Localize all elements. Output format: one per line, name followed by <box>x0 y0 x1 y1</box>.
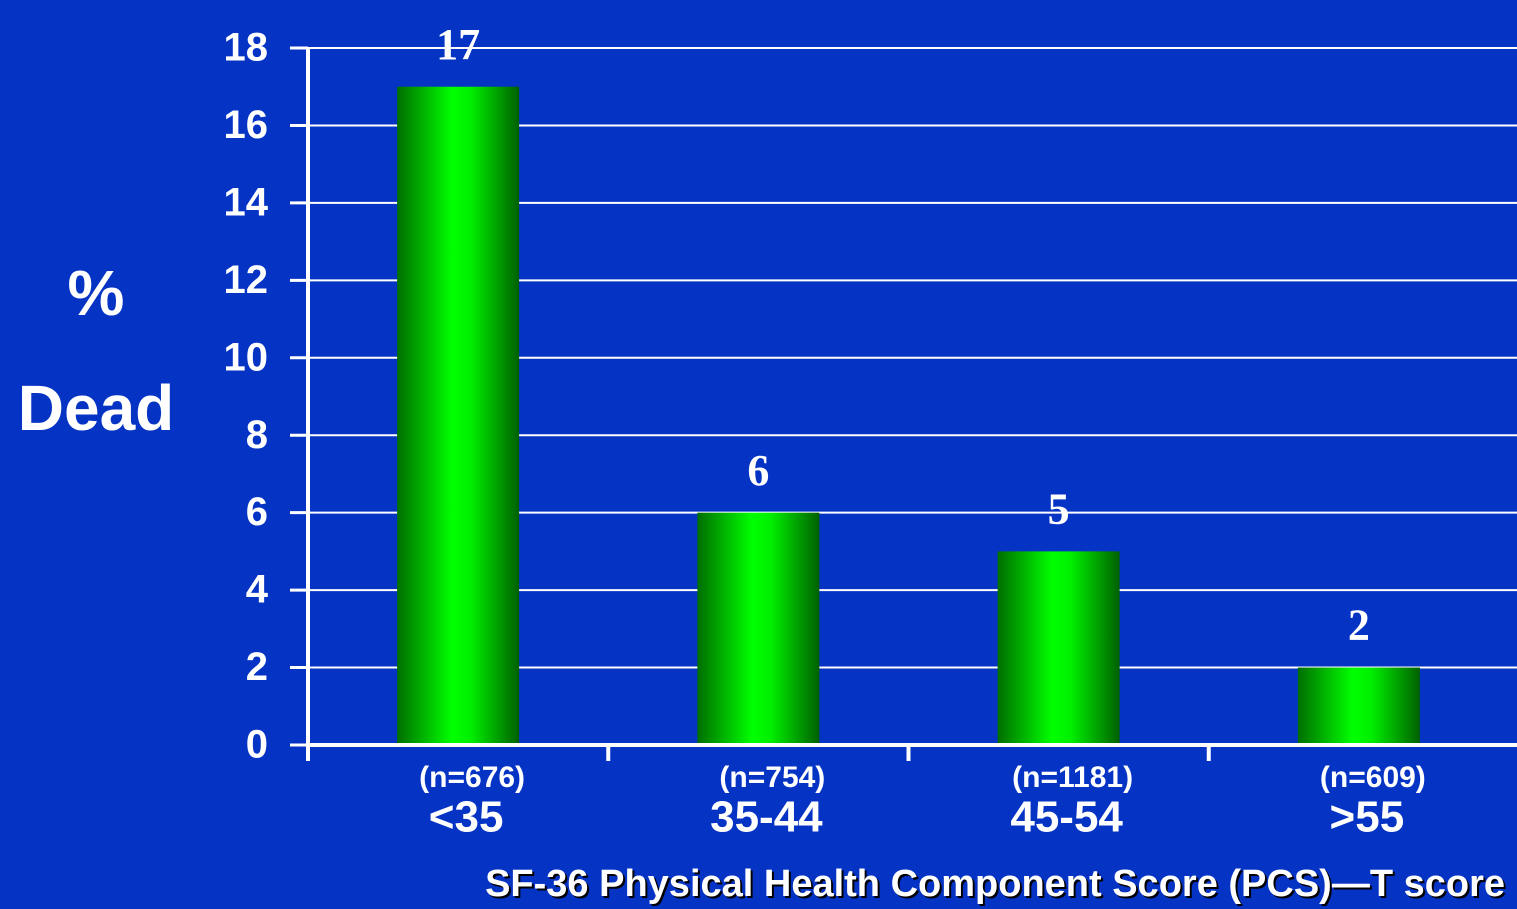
data-label: 5 <box>1048 484 1070 533</box>
x-tick-sublabel: (n=754) <box>719 761 825 794</box>
bar <box>397 86 520 745</box>
data-label: 2 <box>1348 601 1370 650</box>
y-tick-label: 16 <box>224 103 269 147</box>
x-tick-label: 45-54 <box>1010 793 1123 842</box>
bar <box>1297 667 1420 745</box>
data-label: 6 <box>747 446 769 495</box>
bar <box>697 512 820 745</box>
y-tick-label: 8 <box>246 413 268 457</box>
x-tick-sublabel: (n=609) <box>1320 761 1426 794</box>
x-tick-sublabel: (n=676) <box>419 761 525 794</box>
x-tick-label: >55 <box>1330 793 1405 842</box>
y-tick-label: 0 <box>246 723 268 767</box>
x-tick-sublabel: (n=1181) <box>1012 761 1133 794</box>
bar <box>997 551 1120 745</box>
y-tick-label: 12 <box>224 258 269 302</box>
y-tick-label: 18 <box>224 26 269 70</box>
y-tick-label: 6 <box>246 490 268 534</box>
x-tick-label: <35 <box>429 793 504 842</box>
y-axis-label: Dead <box>18 372 175 444</box>
x-axis-label: SF-36 Physical Health Component Score (P… <box>485 863 1505 905</box>
y-tick-label: 4 <box>246 568 269 612</box>
y-tick-label: 2 <box>246 645 268 689</box>
y-tick-label: 14 <box>224 180 269 224</box>
y-tick-label: 10 <box>224 335 269 379</box>
y-axis-label: % <box>68 257 125 329</box>
data-label: 17 <box>436 20 480 69</box>
x-tick-label: 35-44 <box>710 793 823 842</box>
